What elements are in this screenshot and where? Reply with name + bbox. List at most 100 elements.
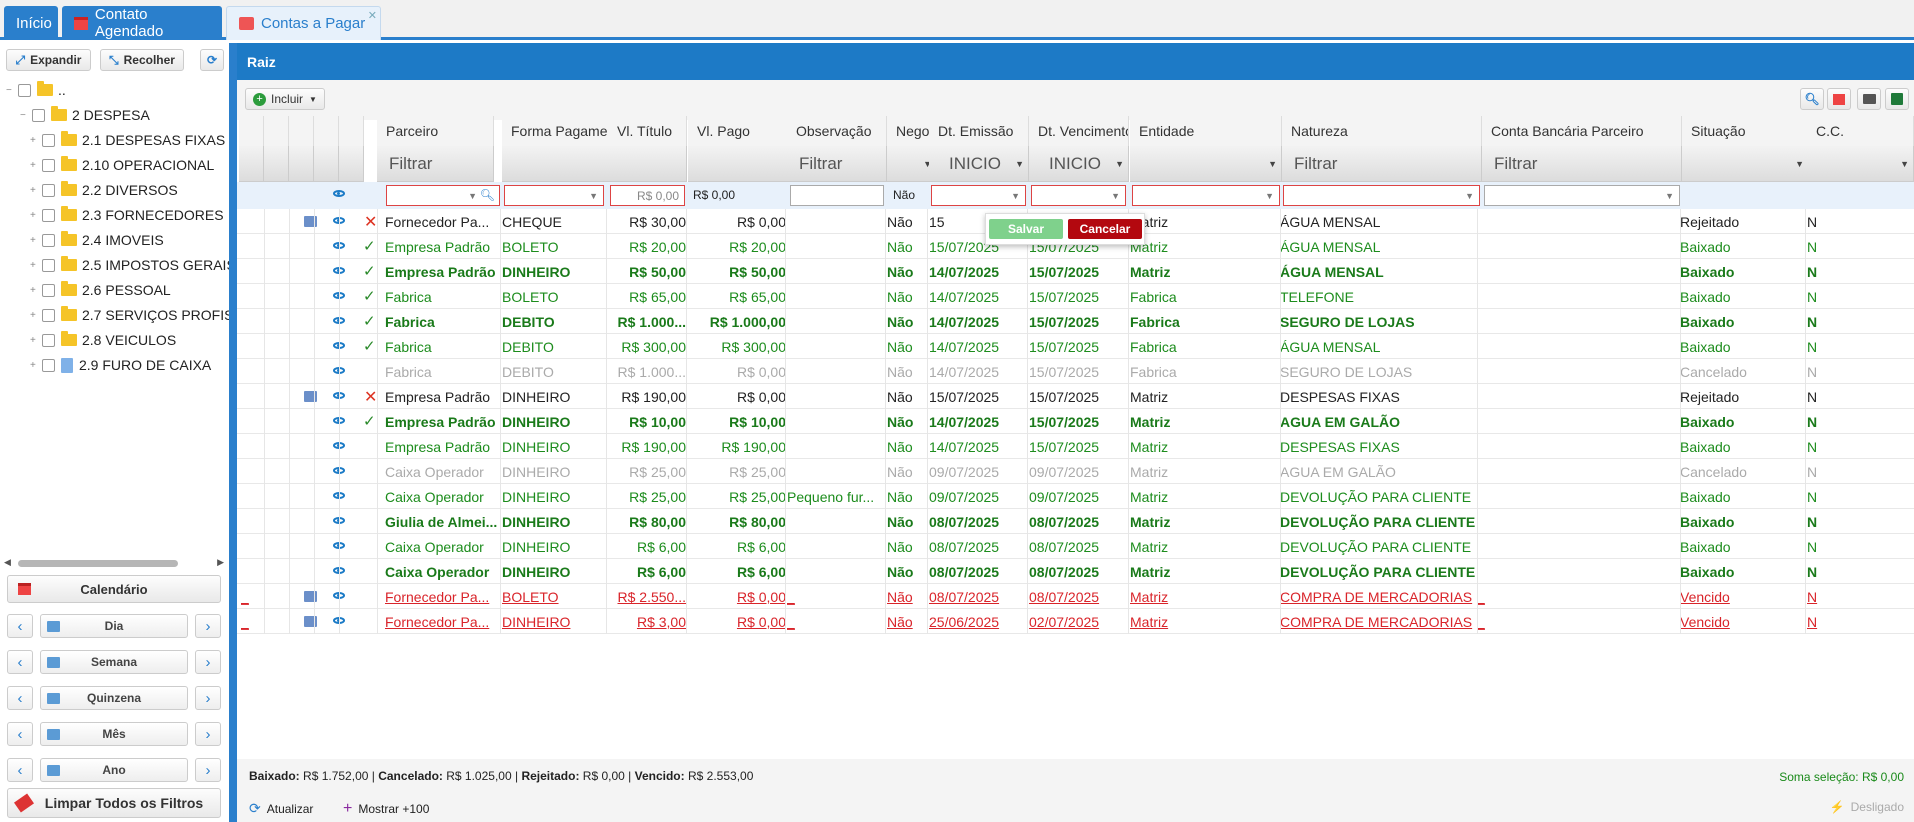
column-filter[interactable]: INICIO ▼	[1029, 146, 1129, 182]
tree-node[interactable]: +2.10 OPERACIONAL	[30, 154, 214, 176]
payment-method-select[interactable]: ▼	[504, 185, 604, 206]
column-filter[interactable]	[608, 146, 687, 182]
tree-checkbox[interactable]	[42, 358, 55, 372]
column-header[interactable]: C.C.	[1807, 116, 1914, 146]
tab-contas-a-pagar[interactable]: Contas a Pagar ✕	[226, 6, 381, 40]
edit-icon[interactable]	[304, 616, 317, 627]
period-button[interactable]: Mês	[40, 722, 188, 746]
tree-node[interactable]: +2.7 SERVIÇOS PROFISS	[30, 304, 243, 326]
tree-checkbox[interactable]	[42, 208, 55, 222]
tree-node[interactable]: − 2 DESPESA	[20, 104, 150, 126]
table-row[interactable]: Caixa Operador DINHEIRO R$ 25,00 R$ 25,00 Pe…	[237, 484, 1914, 509]
expand-node-icon[interactable]: −	[6, 84, 12, 96]
table-row[interactable]: ✕ Empresa Padrão DINHEIRO R$ 190,00 R$ 0,00 N…	[237, 384, 1914, 409]
table-row[interactable]: ✓ Fabrica DEBITO R$ 300,00 R$ 300,00 Não 14/07…	[237, 334, 1914, 359]
include-button[interactable]: + Incluir ▼	[245, 88, 325, 110]
column-filter[interactable]	[688, 146, 788, 182]
tree-node[interactable]: +2.4 IMOVEIS	[30, 229, 164, 251]
table-row[interactable]: ✓ Empresa Padrão DINHEIRO R$ 10,00 R$ 10,00 N…	[237, 409, 1914, 434]
period-button[interactable]: Ano	[40, 758, 188, 782]
tab-inicio[interactable]: Início	[4, 6, 58, 40]
next-period-button[interactable]: ›	[195, 722, 221, 746]
expand-node-icon[interactable]: +	[30, 234, 36, 246]
column-header[interactable]: Vl. Título	[608, 116, 687, 146]
column-header[interactable]: Parceiro	[377, 116, 494, 146]
table-row[interactable]: ✓ Empresa Padrão DINHEIRO R$ 50,00 R$ 50,00 N…	[237, 259, 1914, 284]
bank-account-select[interactable]: ▼	[1484, 185, 1680, 206]
table-row[interactable]: Caixa Operador DINHEIRO R$ 6,00 R$ 6,00 Não 0…	[237, 559, 1914, 584]
period-button[interactable]: Semana	[40, 650, 188, 674]
observation-input[interactable]	[790, 185, 884, 206]
tree-checkbox[interactable]	[42, 258, 55, 272]
column-header[interactable]: Entidade	[1130, 116, 1282, 146]
table-row[interactable]: Fabrica DEBITO R$ 1.000... R$ 0,00 Não 14/07/…	[237, 359, 1914, 384]
save-button[interactable]: Salvar	[989, 219, 1063, 239]
table-row[interactable]: _ Fornecedor Pa... DINHEIRO R$ 3,00 R$ 0,00 _…	[237, 609, 1914, 634]
tree-checkbox[interactable]	[42, 308, 55, 322]
refresh-tree-button[interactable]: ⟳	[200, 49, 224, 71]
tree-checkbox[interactable]	[42, 333, 55, 347]
entity-select[interactable]: ▼	[1132, 185, 1280, 206]
show-more-button[interactable]: + Mostrar +100	[343, 800, 430, 817]
period-button[interactable]: Dia	[40, 614, 188, 638]
print-button[interactable]	[1857, 88, 1881, 110]
column-header[interactable]: Dt. Emissão	[929, 116, 1029, 146]
column-header[interactable]: Observação	[787, 116, 887, 146]
tree-checkbox[interactable]	[42, 283, 55, 297]
expand-node-icon[interactable]: +	[30, 359, 36, 371]
calendar-filter-button[interactable]	[1827, 88, 1851, 110]
tree-node[interactable]: +2.2 DIVERSOS	[30, 179, 178, 201]
expand-node-icon[interactable]: +	[30, 209, 36, 221]
tree-node[interactable]: +2.6 PESSOAL	[30, 279, 171, 301]
tree-node[interactable]: +2.3 FORNECEDORES	[30, 204, 224, 226]
edit-icon[interactable]	[304, 391, 317, 402]
tree-checkbox[interactable]	[42, 233, 55, 247]
table-row[interactable]: _ Fornecedor Pa... BOLETO R$ 2.550... R$ 0,0…	[237, 584, 1914, 609]
expand-node-icon[interactable]: +	[30, 159, 36, 171]
table-row[interactable]: Caixa Operador DINHEIRO R$ 6,00 R$ 6,00 Não 0…	[237, 534, 1914, 559]
edit-icon[interactable]	[304, 216, 317, 227]
issue-date-input[interactable]: ▼	[931, 185, 1026, 206]
table-row[interactable]: Caixa Operador DINHEIRO R$ 25,00 R$ 25,00 Nã…	[237, 459, 1914, 484]
tree-checkbox[interactable]	[42, 183, 55, 197]
eye-icon[interactable]	[333, 190, 345, 197]
table-row[interactable]: Giulia de Almei... DINHEIRO R$ 80,00 R$ 80,…	[237, 509, 1914, 534]
column-filter[interactable]: ▼	[1682, 146, 1809, 182]
column-header[interactable]: Conta Bancária Parceiro	[1482, 116, 1682, 146]
nature-select[interactable]: ▼	[1283, 185, 1480, 206]
edit-icon[interactable]	[304, 591, 317, 602]
tree-checkbox[interactable]	[32, 108, 45, 122]
expand-button[interactable]: ⤢ Expandir	[6, 49, 91, 71]
tree-node[interactable]: +2.9 FURO DE CAIXA	[30, 354, 211, 376]
column-filter[interactable]: INICIO ▼	[929, 146, 1029, 182]
tree-checkbox[interactable]	[18, 83, 31, 97]
column-filter[interactable]: Filtrar	[787, 146, 887, 182]
next-period-button[interactable]: ›	[195, 614, 221, 638]
table-row[interactable]: Empresa Padrão DINHEIRO R$ 190,00 R$ 190,00…	[237, 434, 1914, 459]
excel-button[interactable]	[1885, 88, 1909, 110]
period-button[interactable]: Quinzena	[40, 686, 188, 710]
table-row[interactable]: ✓ Fabrica BOLETO R$ 65,00 R$ 65,00 Não 14/07/2…	[237, 284, 1914, 309]
tree-checkbox[interactable]	[42, 158, 55, 172]
column-header[interactable]: Situação	[1682, 116, 1809, 146]
tree-scrollbar[interactable]: ◀ ▶	[4, 557, 224, 567]
column-filter[interactable]: ▼	[1807, 146, 1914, 182]
previous-period-button[interactable]: ‹	[7, 722, 33, 746]
cancel-button[interactable]: Cancelar	[1068, 219, 1142, 239]
previous-period-button[interactable]: ‹	[7, 758, 33, 782]
tree-node[interactable]: +2.1 DESPESAS FIXAS	[30, 129, 225, 151]
column-filter[interactable]: Filtrar	[1482, 146, 1682, 182]
expand-node-icon[interactable]: +	[30, 309, 36, 321]
clear-filters-button[interactable]: Limpar Todos os Filtros	[7, 788, 221, 818]
calendar-button[interactable]: Calendário	[7, 575, 221, 603]
table-row[interactable]: ✓ Fabrica DEBITO R$ 1.000... R$ 1.000,00 Não 1…	[237, 309, 1914, 334]
column-filter[interactable]: Filtrar	[377, 146, 494, 182]
next-period-button[interactable]: ›	[195, 650, 221, 674]
collapse-button[interactable]: ⤡ Recolher	[100, 49, 184, 71]
tree-node[interactable]: −..	[6, 79, 66, 101]
refresh-button[interactable]: ⟳ Atualizar	[249, 800, 314, 816]
expand-node-icon[interactable]: +	[30, 334, 36, 346]
column-header[interactable]: Vl. Pago	[688, 116, 788, 146]
tree-checkbox[interactable]	[42, 133, 55, 147]
column-header[interactable]: Dt. Vencimento	[1029, 116, 1129, 146]
